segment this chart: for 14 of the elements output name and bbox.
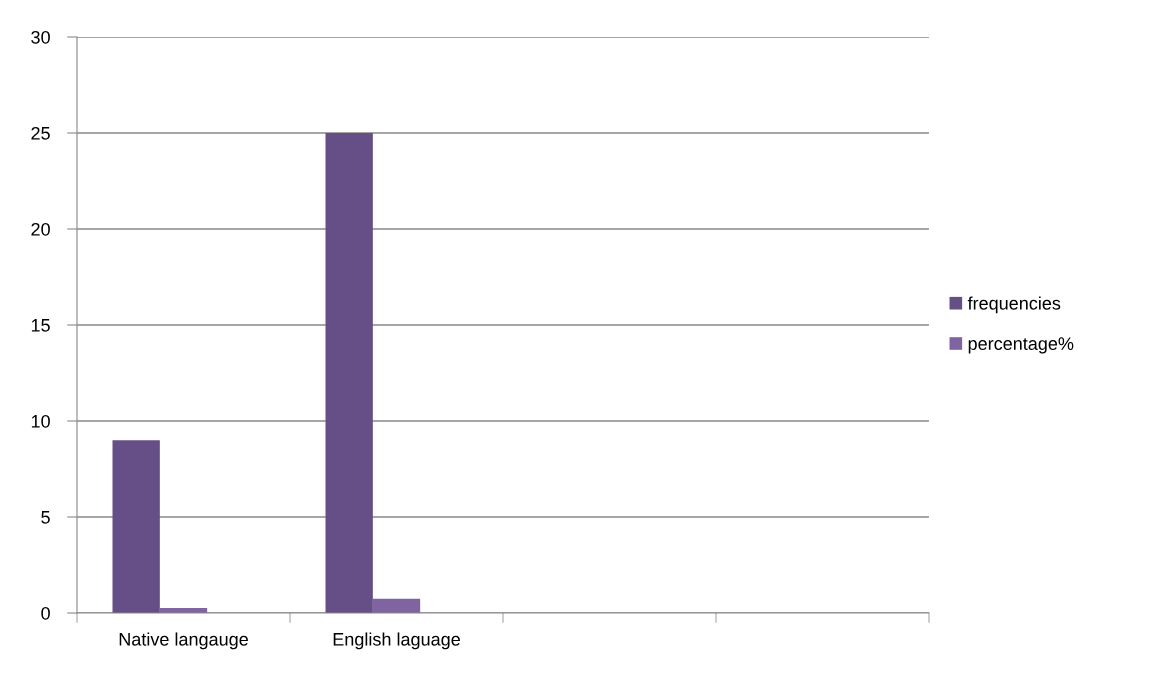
y-tick-label: 15	[31, 319, 50, 332]
y-tick-label: 5	[41, 511, 50, 524]
y-tick-label: 10	[31, 414, 50, 428]
bar	[325, 133, 373, 613]
legend-label: frequencies	[967, 296, 1061, 314]
bar	[112, 440, 160, 613]
bar	[372, 598, 421, 613]
y-tick-label: 20	[31, 222, 50, 236]
y-tick-label: 30	[31, 30, 50, 44]
x-tick-label: Native langauge	[119, 632, 248, 650]
x-tick-label: English laguage	[333, 632, 460, 650]
y-tick-label: 25	[31, 126, 50, 140]
legend-label: percentage%	[968, 337, 1074, 354]
y-tick-label: 0	[41, 606, 50, 620]
